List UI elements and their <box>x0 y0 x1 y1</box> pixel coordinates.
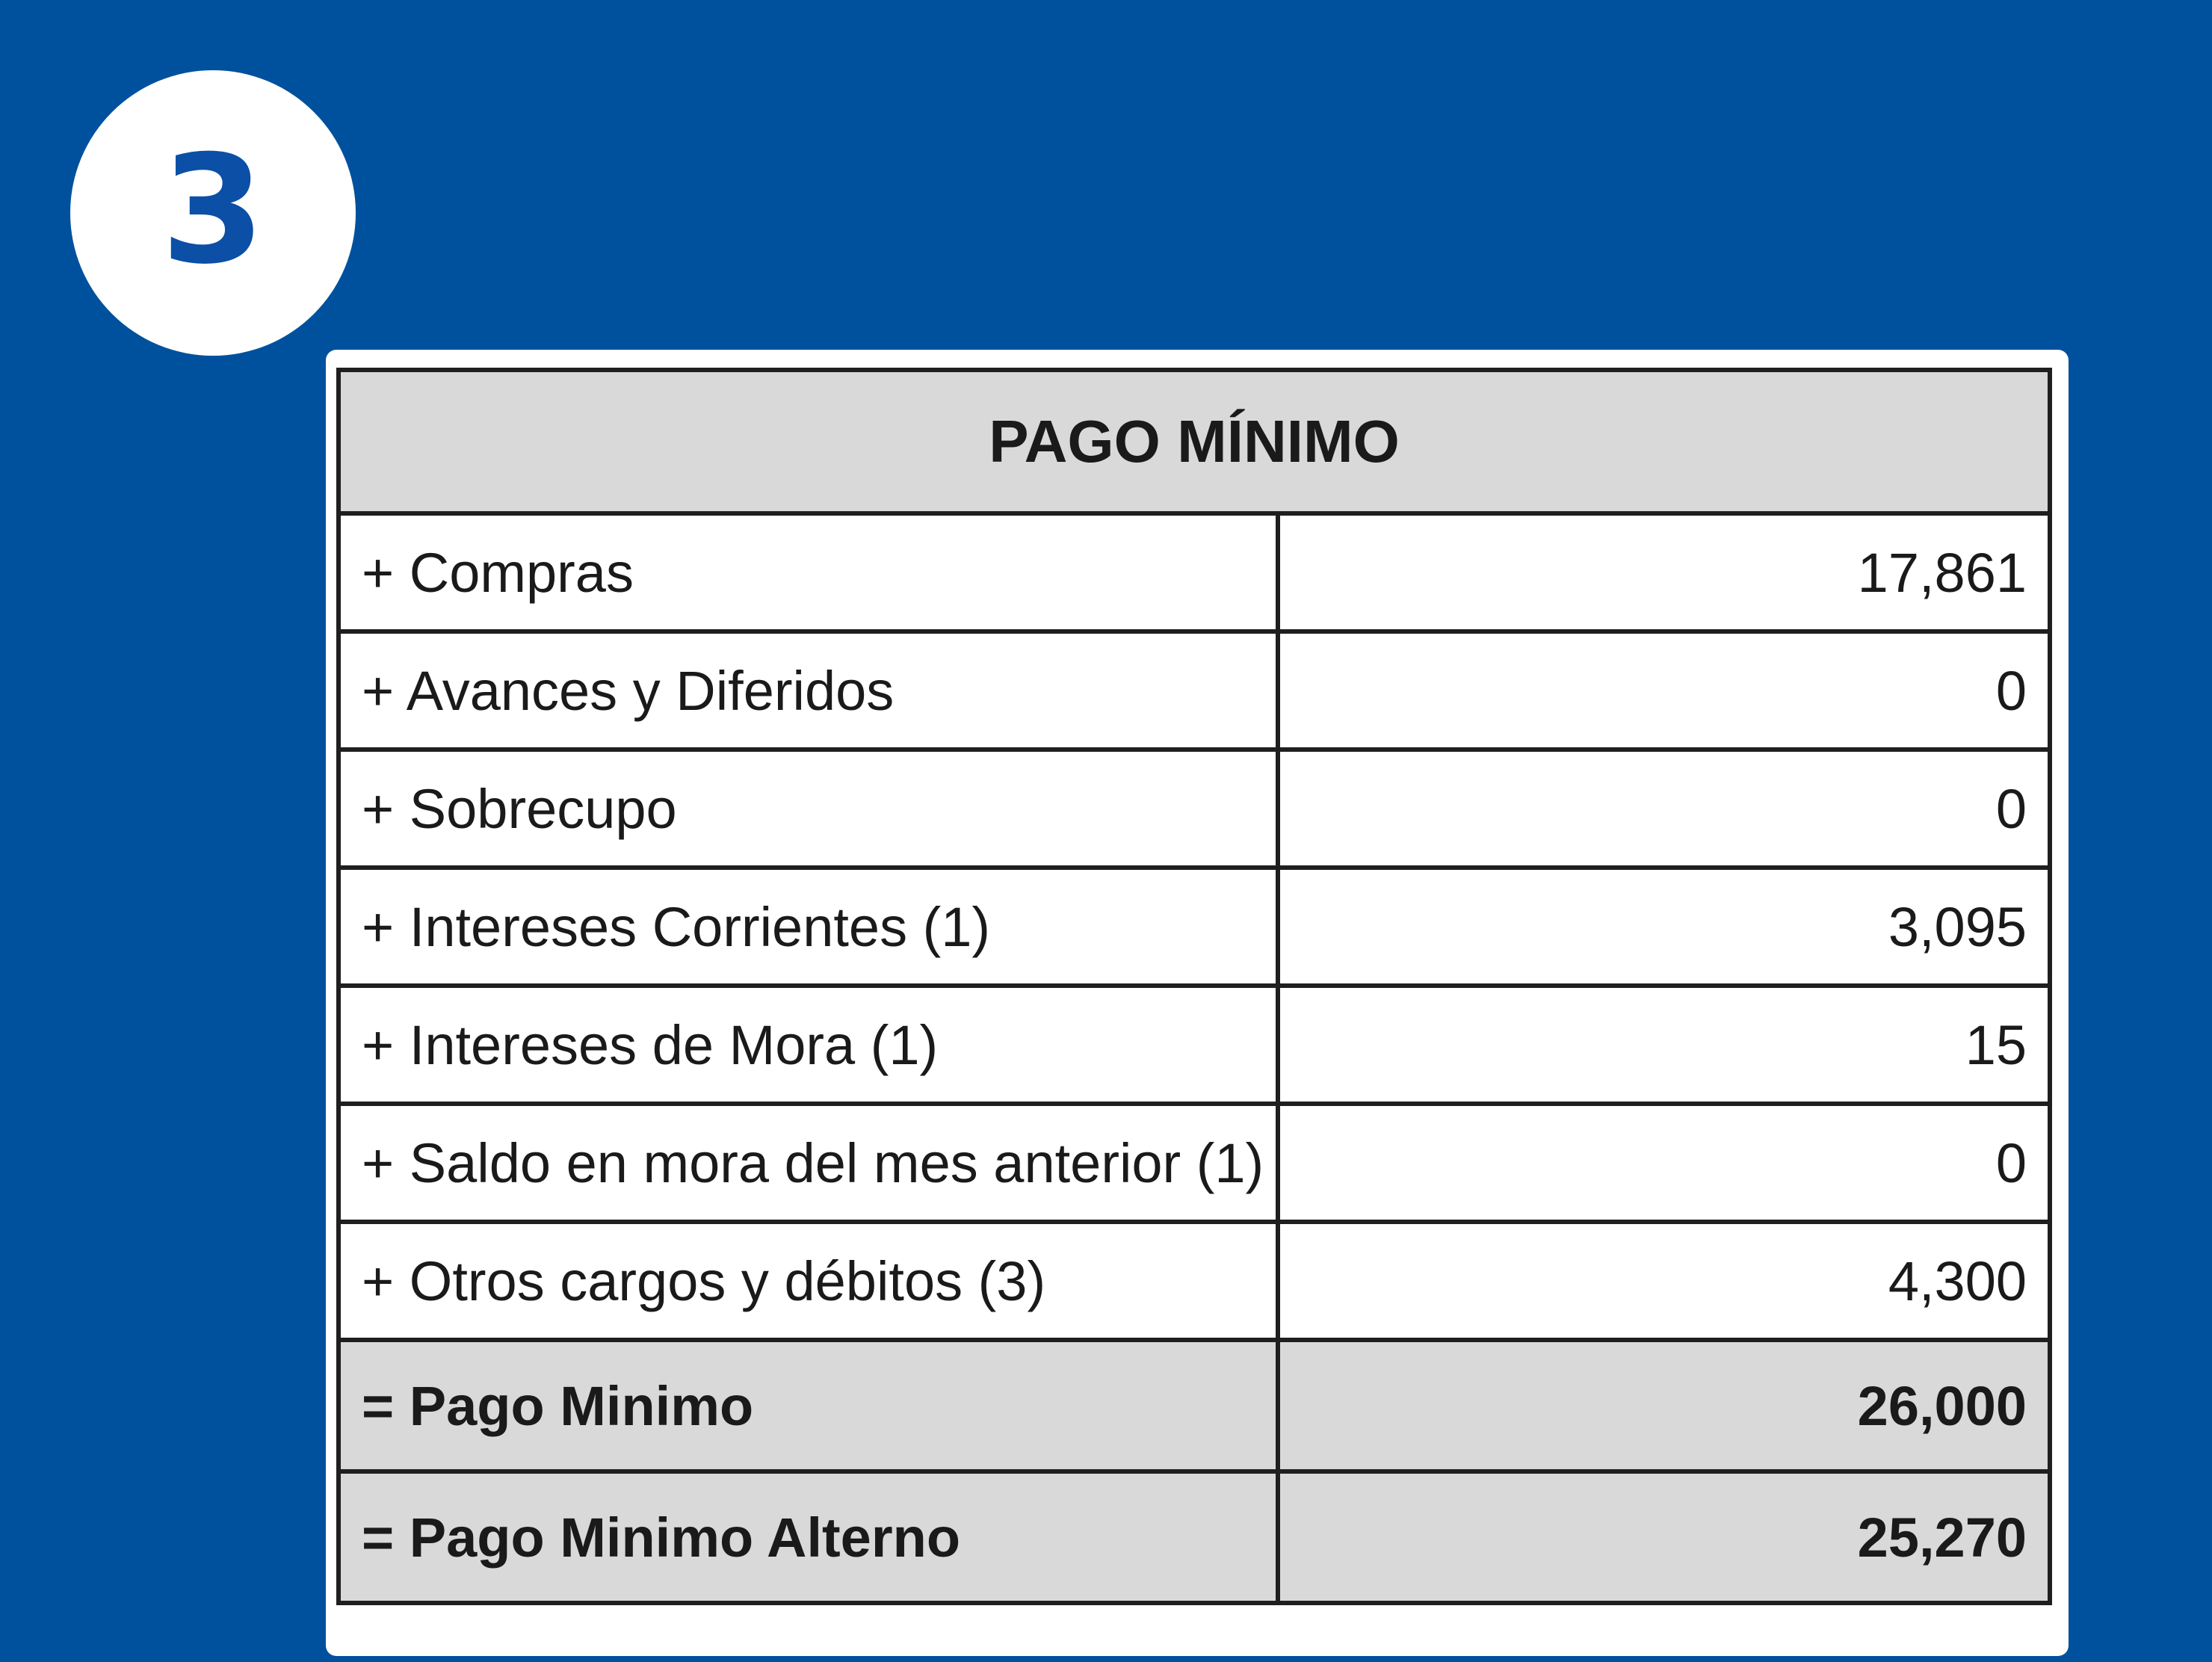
table-row-otros-cargos: + Otros cargos y débitos (3) 4,300 <box>336 1220 2053 1342</box>
row-value: 0 <box>1275 1102 2053 1224</box>
total-value: 25,270 <box>1275 1469 2053 1605</box>
row-label: + Intereses de Mora (1) <box>336 983 1280 1106</box>
row-label: + Intereses Corrientes (1) <box>336 865 1280 988</box>
row-label: + Otros cargos y débitos (3) <box>336 1220 1280 1342</box>
table-row-compras: + Compras 17,861 <box>336 511 2053 634</box>
row-label: + Compras <box>336 511 1280 634</box>
row-value: 0 <box>1275 747 2053 870</box>
row-label: + Saldo en mora del mes anterior (1) <box>336 1102 1280 1224</box>
row-value: 3,095 <box>1275 865 2053 988</box>
table-row-intereses-corrientes: + Intereses Corrientes (1) 3,095 <box>336 865 2053 988</box>
table-row-avances: + Avances y Diferidos 0 <box>336 629 2053 752</box>
table-row-intereses-mora: + Intereses de Mora (1) 15 <box>336 983 2053 1106</box>
total-label: = Pago Minimo <box>336 1338 1280 1474</box>
step-badge: 3 <box>70 70 356 356</box>
row-label: + Avances y Diferidos <box>336 629 1280 752</box>
total-row-pago-minimo: = Pago Minimo 26,000 <box>336 1338 2053 1474</box>
total-value: 26,000 <box>1275 1338 2053 1474</box>
row-value: 0 <box>1275 629 2053 752</box>
step-number: 3 <box>161 123 265 297</box>
row-value: 17,861 <box>1275 511 2053 634</box>
total-row-pago-minimo-alterno: = Pago Minimo Alterno 25,270 <box>336 1469 2053 1605</box>
table-row-saldo-mora: + Saldo en mora del mes anterior (1) 0 <box>336 1102 2053 1224</box>
row-label: + Sobrecupo <box>336 747 1280 870</box>
table-header-row: PAGO MÍNIMO <box>336 368 2053 516</box>
minimum-payment-table: PAGO MÍNIMO + Compras 17,861 + Avances y… <box>336 368 2053 1605</box>
row-value: 4,300 <box>1275 1220 2053 1342</box>
table-row-sobrecupo: + Sobrecupo 0 <box>336 747 2053 870</box>
table-title: PAGO MÍNIMO <box>336 368 2053 516</box>
minimum-payment-card: PAGO MÍNIMO + Compras 17,861 + Avances y… <box>326 350 2069 1656</box>
total-label: = Pago Minimo Alterno <box>336 1469 1280 1605</box>
row-value: 15 <box>1275 983 2053 1106</box>
